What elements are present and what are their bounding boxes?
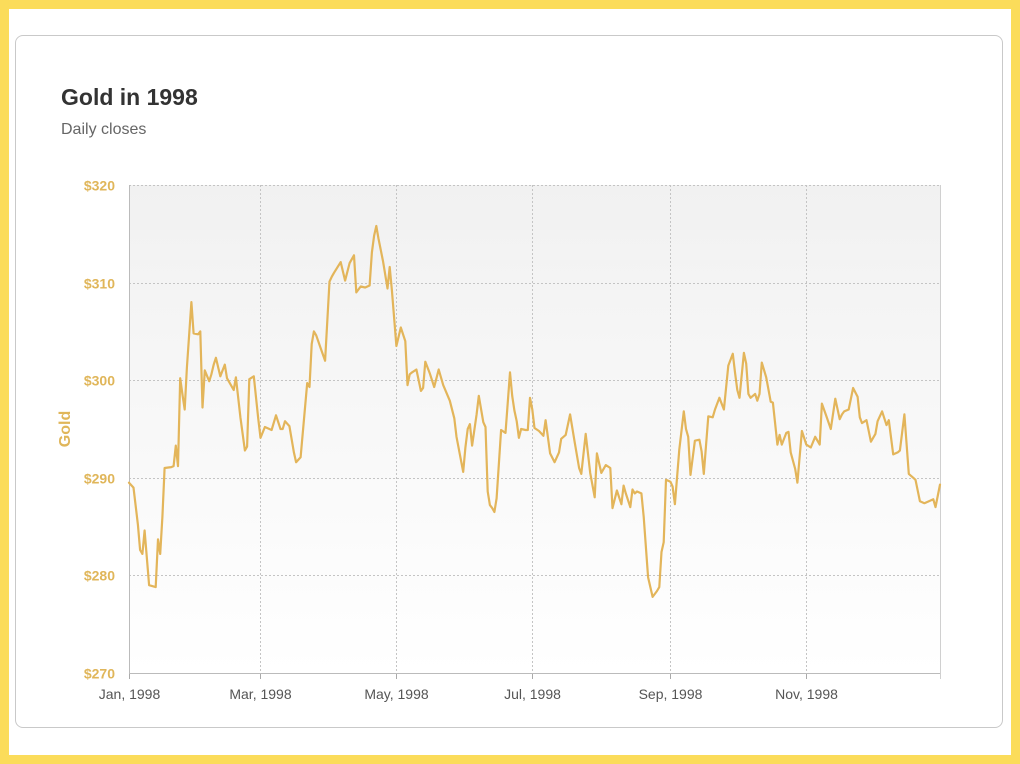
gold-price-line [127, 224, 942, 598]
series-group [127, 224, 942, 598]
y-tick-labels: $270 $280 $290 $300 $310 $320 [84, 178, 115, 682]
axes [129, 185, 941, 679]
x-tick-label: Jul, 1998 [504, 686, 561, 702]
y-tick-label: $300 [84, 373, 115, 389]
y-axis-label: Gold [57, 411, 74, 447]
x-tick-label: Sep, 1998 [639, 686, 703, 702]
x-tick-label: May, 1998 [364, 686, 429, 702]
y-tick-label: $280 [84, 568, 115, 584]
x-tick-label: Jan, 1998 [99, 686, 161, 702]
y-tick-label: $290 [84, 471, 115, 487]
x-tick-label: Mar, 1998 [229, 686, 291, 702]
y-tick-label: $310 [84, 276, 115, 292]
chart-title: Gold in 1998 [61, 84, 198, 110]
x-tick-labels: Jan, 1998 Mar, 1998 May, 1998 Jul, 1998 Sep,… [99, 686, 838, 702]
y-tick-label: $270 [84, 666, 115, 682]
x-tick-label: Nov, 1998 [775, 686, 838, 702]
y-tick-label: $320 [84, 178, 115, 194]
chart-subtitle: Daily closes [61, 121, 147, 138]
grid-lines [129, 185, 940, 673]
